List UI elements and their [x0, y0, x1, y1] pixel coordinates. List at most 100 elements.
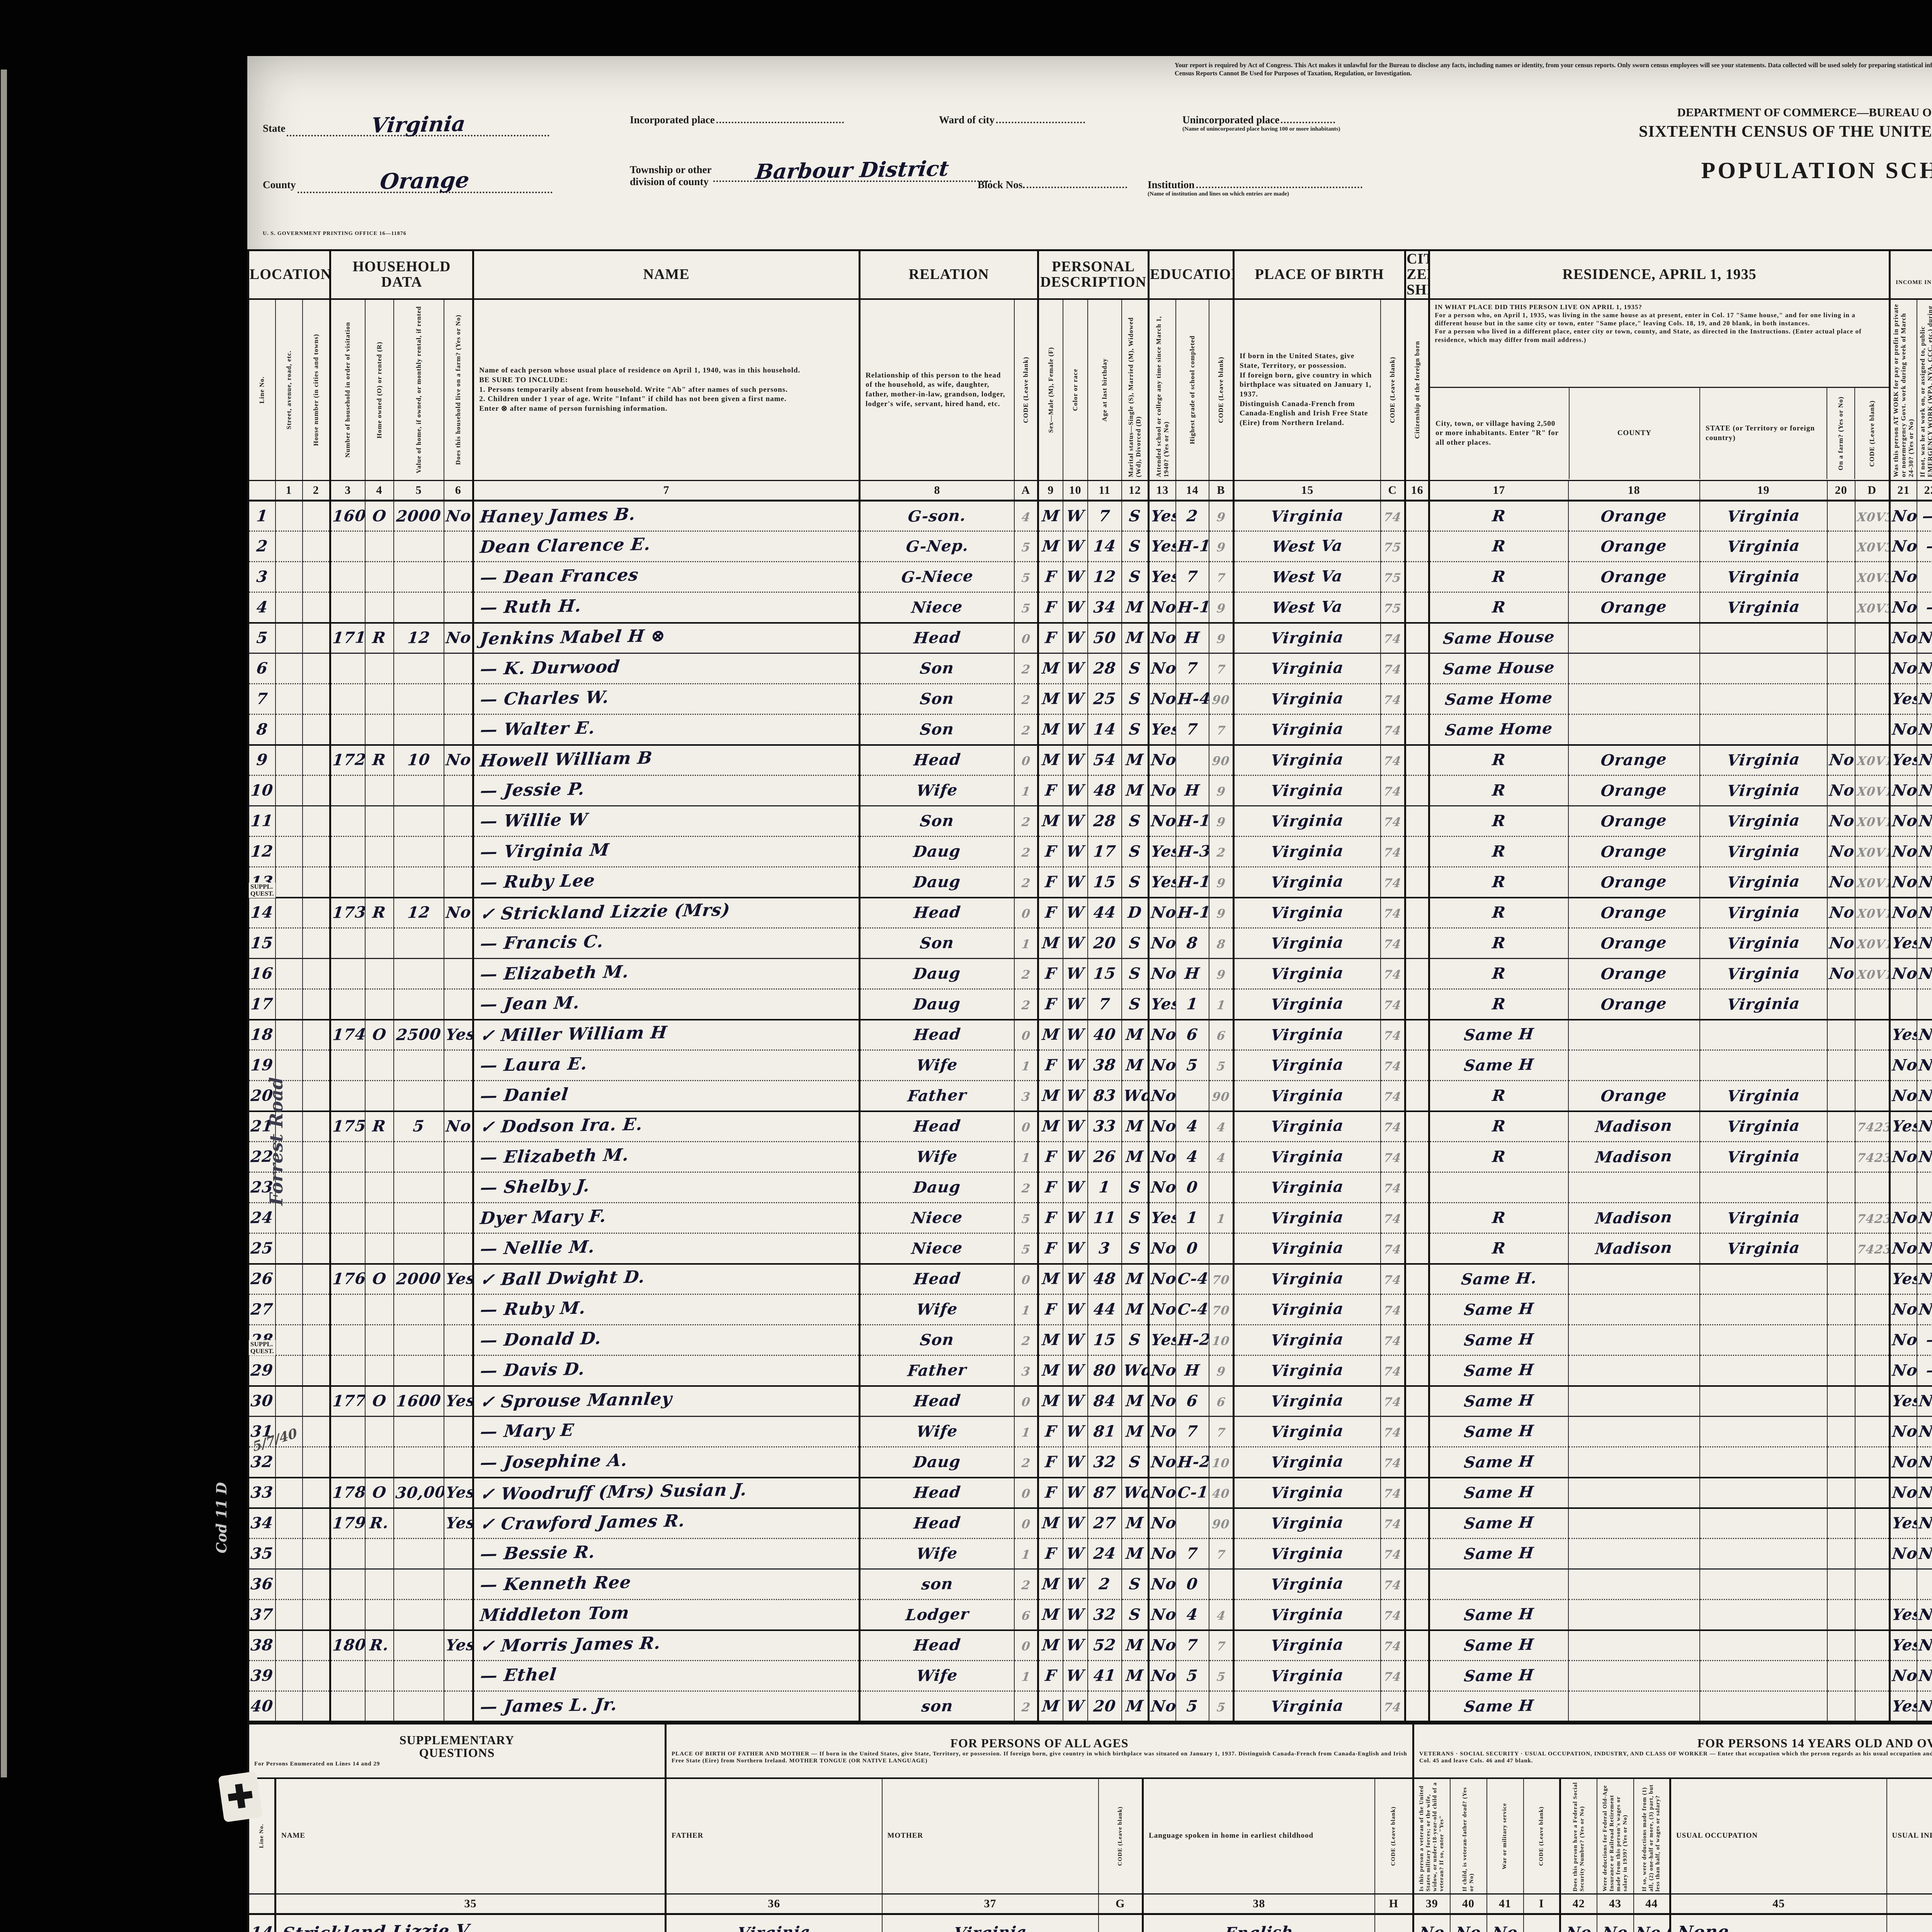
cell-cdC: 74: [1380, 1080, 1405, 1111]
cell-sch: No: [1148, 1080, 1176, 1111]
cell-grd: 8: [1175, 927, 1209, 959]
cell-c21: Yes: [1889, 927, 1917, 959]
cell-c22: No: [1916, 1263, 1932, 1294]
institution-field: Institution (Name of institution and lin…: [1148, 179, 1441, 197]
cell-sex: F: [1037, 561, 1063, 592]
cell-sname: Strickland Lizzie V.: [274, 1914, 666, 1932]
cell-sex: F: [1037, 1660, 1063, 1691]
margin-code-note: Cod 11 D: [214, 1482, 230, 1553]
cell-cdA: 1: [1014, 1049, 1038, 1081]
cell-street: [275, 653, 303, 684]
cell-own: [364, 1690, 394, 1722]
cell-grd: 6: [1175, 1385, 1209, 1417]
cell-street: [275, 1263, 303, 1294]
cell-rel: Wife: [859, 775, 1014, 806]
cell-mar: S: [1121, 866, 1149, 898]
cell-hh: [329, 1049, 365, 1081]
cell-cdD: [1854, 1446, 1890, 1478]
cell-race: W: [1062, 1080, 1088, 1111]
cell-c22: No: [1916, 1385, 1932, 1417]
cell-sch: Yes: [1148, 1324, 1176, 1355]
cell-r17: R: [1428, 836, 1568, 867]
column-number: 18: [1568, 480, 1700, 502]
cell-val: 1600: [393, 1385, 444, 1417]
cell-race: W: [1062, 896, 1088, 928]
cell-r17: R: [1428, 561, 1568, 592]
cell-race: W: [1062, 836, 1088, 867]
cell-grd: 4: [1175, 1599, 1209, 1630]
cell-c21: No: [1889, 1049, 1917, 1081]
cell-val: 2000: [393, 1263, 444, 1294]
cell-name: ✓ Sprouse Mannley: [472, 1385, 860, 1417]
cell-cdD: [1854, 1263, 1890, 1294]
cell-c22: No: [1916, 1507, 1932, 1539]
cell-r17: R: [1428, 531, 1568, 562]
cell-street: [275, 1355, 303, 1386]
cell-grd: H: [1175, 622, 1209, 653]
cell-c21: Yes: [1889, 1629, 1917, 1661]
cell-cdB: 7: [1208, 1416, 1234, 1447]
cell-cdD: [1854, 1599, 1890, 1630]
column-header-v39: Is this person a veteran of the United S…: [1412, 1778, 1450, 1894]
cell-street: [275, 927, 303, 959]
column-number: 38: [1142, 1893, 1375, 1915]
cell-val: [393, 927, 444, 959]
cell-mar: M: [1121, 1538, 1149, 1569]
cell-race: W: [1062, 1110, 1088, 1142]
cell-r19: Virginia: [1699, 500, 1827, 531]
cell-c22: No: [1916, 1110, 1932, 1142]
cell-c22: No: [1916, 896, 1932, 928]
cell-r19: Virginia: [1699, 988, 1827, 1020]
cell-street: [275, 1538, 303, 1569]
table-row: 27— Ruby M. Wife 1 F W 44 M No C-4 70 Virginia 74 Sa…: [248, 1294, 1932, 1325]
cell-lnL: 32: [248, 1446, 276, 1478]
cell-farm: [443, 561, 473, 592]
column-number: 36: [665, 1893, 882, 1915]
cell-father: Virginia: [665, 1914, 882, 1932]
cell-c22: No: [1916, 1446, 1932, 1478]
cell-cdC: 74: [1380, 836, 1405, 867]
cell-own: O: [364, 1476, 394, 1508]
cell-hh: [329, 1446, 365, 1478]
cell-v42: No: [1559, 1914, 1597, 1932]
table-row: 11— Willie W Son 2 M W 28 S No H-1 9 Virginia 74 R Or…: [248, 805, 1932, 837]
cell-hh: 160: [329, 500, 365, 531]
cell-house: [302, 500, 330, 531]
column-number: 15: [1233, 480, 1381, 502]
column-group: HOUSEHOLD DATA: [329, 250, 473, 300]
cell-street: [275, 500, 303, 531]
cell-r17: Same H: [1428, 1599, 1568, 1630]
cell-race: W: [1062, 592, 1088, 623]
column-header-v43: Were deductions for Federal Old-Age Insu…: [1596, 1778, 1634, 1894]
cell-cdA: 2: [1014, 714, 1038, 745]
cell-r18: Orange: [1568, 836, 1700, 867]
schedule-title: POPULATION SCHEDULE: [1701, 158, 1932, 183]
cell-hh: [329, 1538, 365, 1569]
cell-r19: Virginia: [1699, 531, 1827, 562]
cell-r19: Virginia: [1699, 836, 1827, 867]
column-header-r19: STATE (or Territory or foreign country): [1699, 388, 1827, 479]
cell-house: [302, 1202, 330, 1233]
cell-val: [393, 836, 444, 867]
cell-rel: son: [859, 1690, 1014, 1722]
cell-r18: [1568, 622, 1700, 653]
cell-mar: S: [1121, 1172, 1149, 1203]
cell-cdA: 0: [1014, 1263, 1038, 1294]
cell-lnL: 24: [248, 1202, 276, 1233]
cell-house: [302, 1294, 330, 1325]
cell-hh: [329, 714, 365, 745]
cell-farm: No: [443, 500, 473, 531]
cell-r19: [1699, 1324, 1827, 1355]
column-number: 3: [329, 480, 365, 502]
table-row: 35— Bessie R. Wife 1 F W 24 M No 7 7 Virginia 74 Sam…: [248, 1538, 1932, 1569]
cell-r18: Orange: [1568, 1080, 1700, 1111]
cell-rel: Head: [859, 1385, 1014, 1417]
column-group: PERSONAL DESCRIPTION: [1037, 250, 1149, 300]
cell-cdB: 6: [1208, 1385, 1234, 1417]
cell-house: [302, 1416, 330, 1447]
cell-name: Haney James B.: [472, 500, 860, 531]
cell-race: W: [1062, 1416, 1088, 1447]
cell-sex: M: [1037, 1080, 1063, 1111]
cell-cdB: 5: [1208, 1660, 1234, 1691]
